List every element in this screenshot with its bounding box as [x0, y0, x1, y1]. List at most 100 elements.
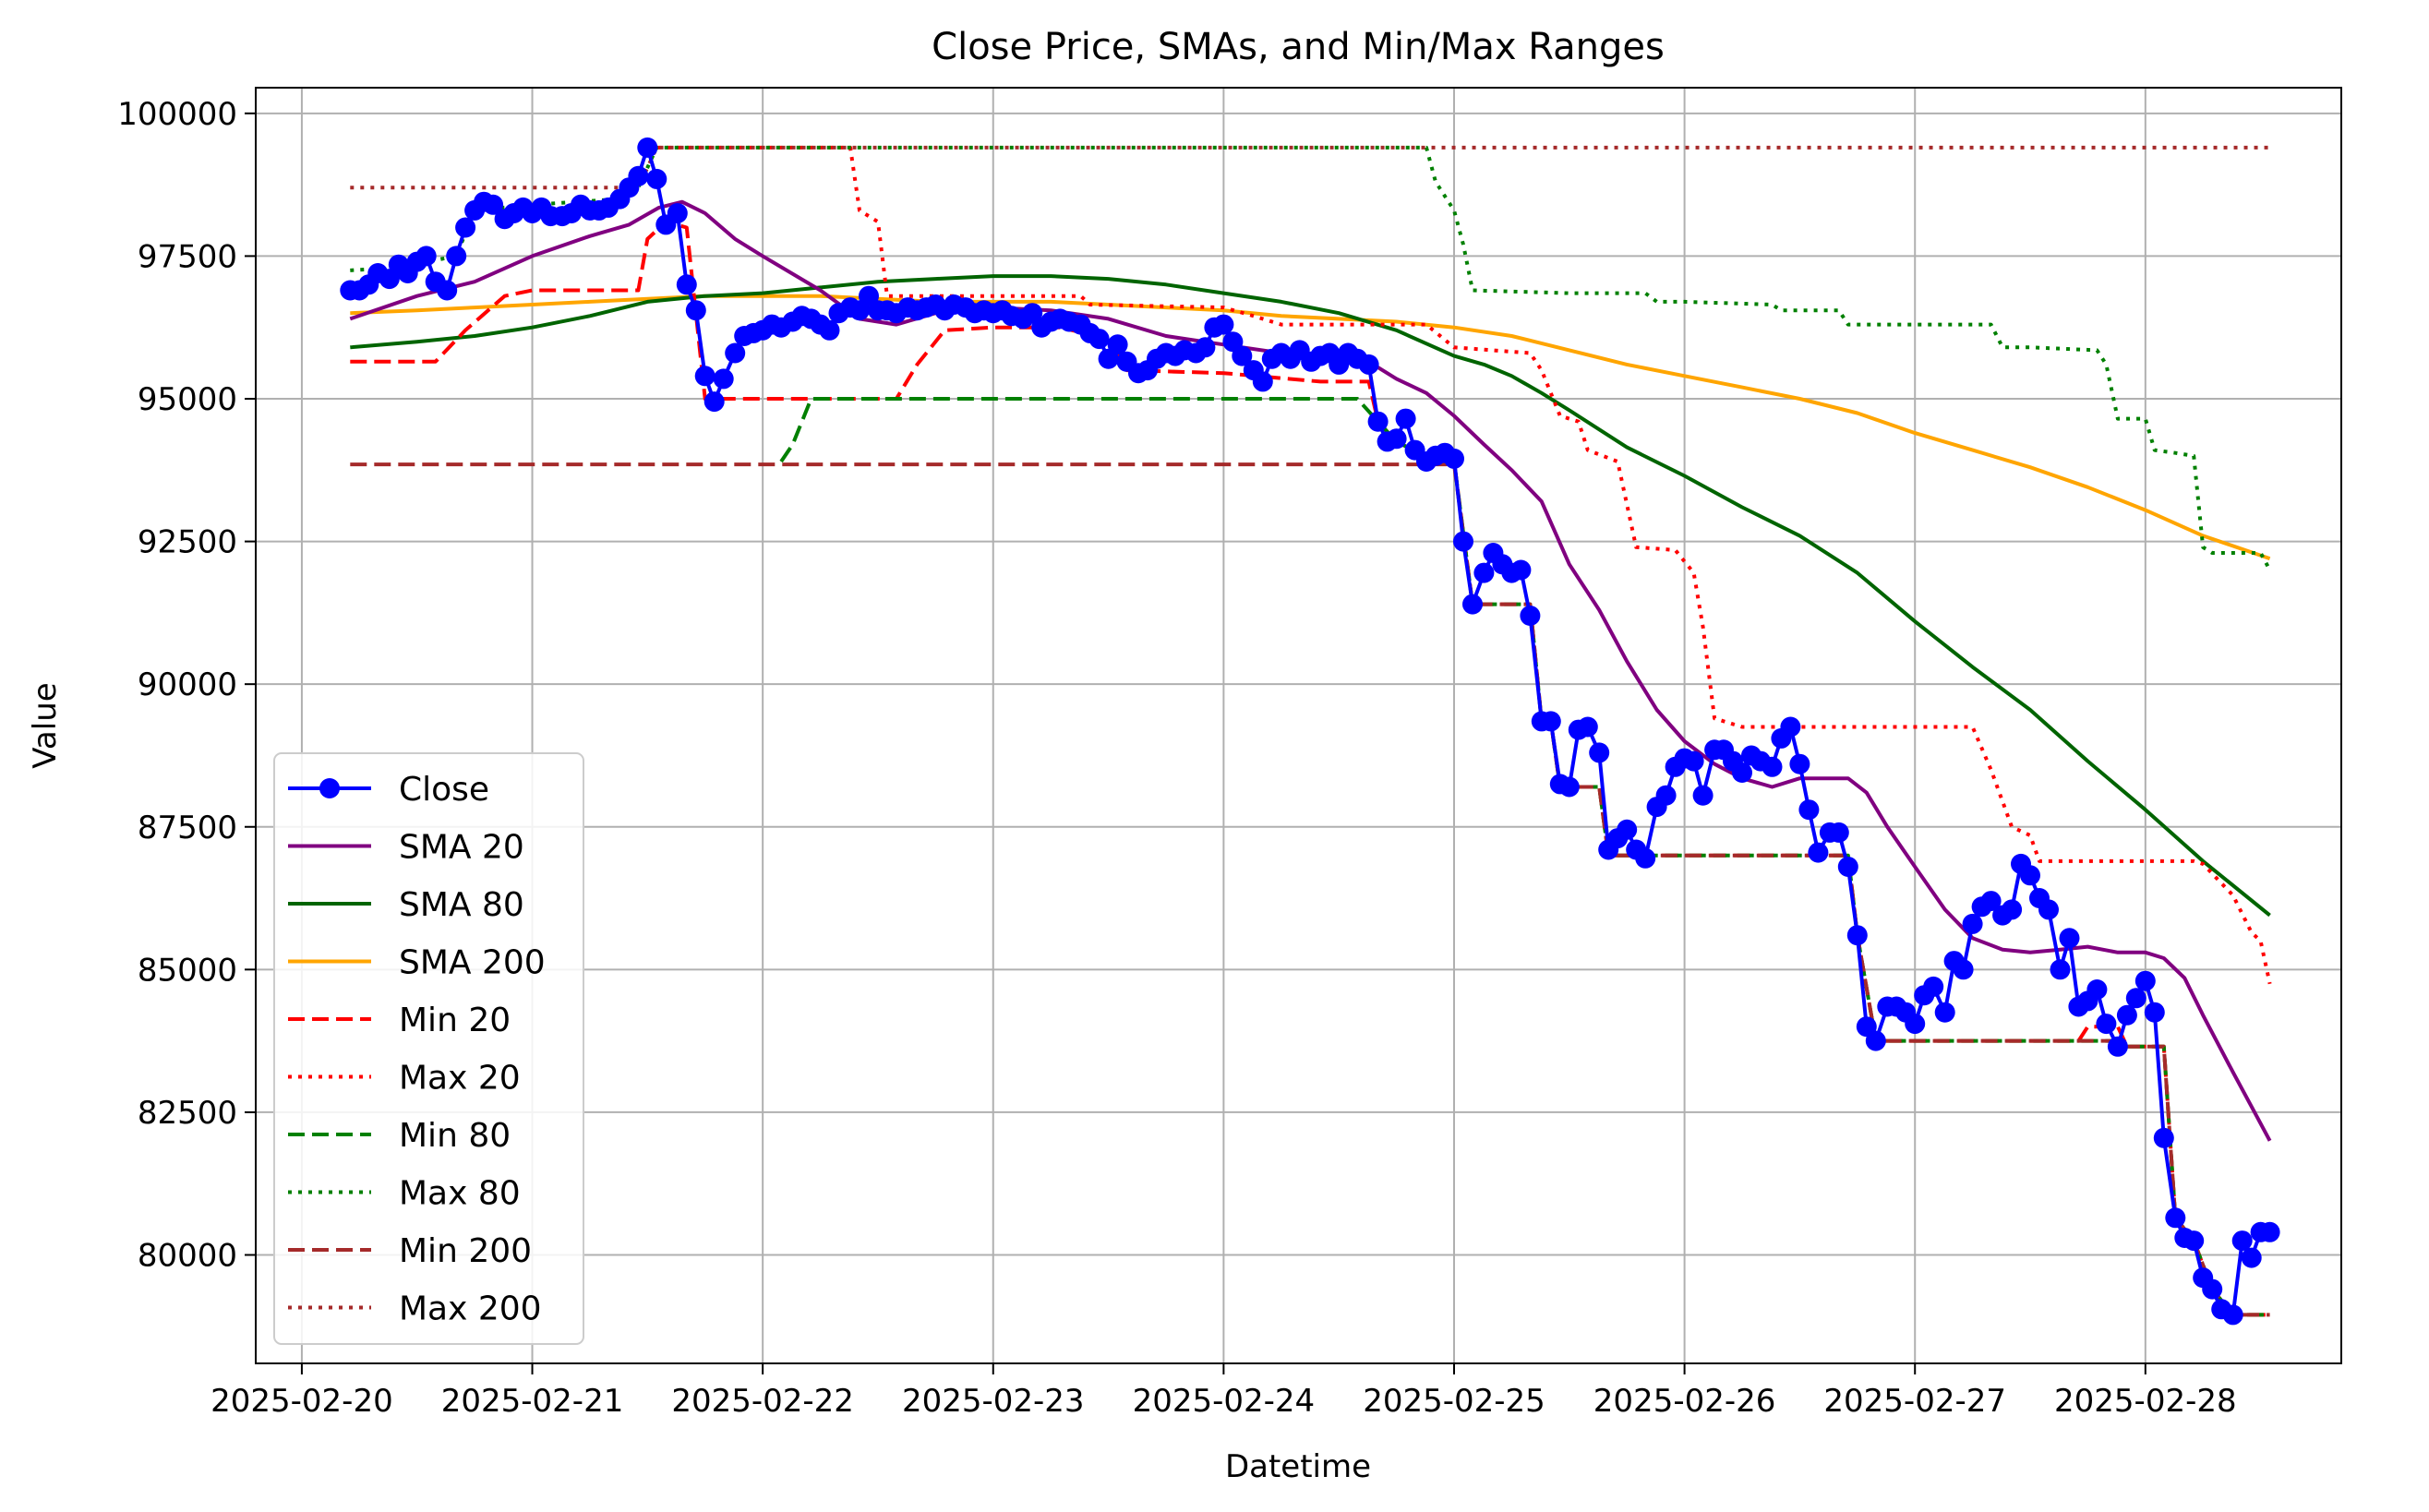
x-tick-label: 2025-02-25 [1363, 1383, 1545, 1420]
series-close-point [1088, 329, 1110, 350]
series-close-point [2096, 1014, 2117, 1035]
series-close-point [2116, 1004, 2137, 1026]
series-close-point [437, 280, 458, 301]
series-close-point [1837, 857, 1858, 877]
legend-label-min-200: Min 200 [399, 1232, 532, 1270]
legend-label-max-80: Max 80 [399, 1175, 521, 1213]
y-tick-label: 82500 [138, 1095, 237, 1132]
series-close-point [667, 203, 688, 223]
tick-layer: 2025-02-20 2025-02-21 2025-02-22 2025-02-23… [117, 96, 2236, 1420]
series-max-200-line [350, 145, 2270, 190]
legend-label-sma-20: SMA 20 [399, 829, 524, 867]
series-close-point [1558, 776, 1580, 798]
series-sma-20-line [349, 199, 2272, 1142]
series-close-point [1473, 562, 1495, 583]
series-close-point [1453, 531, 1473, 552]
series-close-point [1367, 411, 1389, 432]
series-close-point [819, 319, 840, 341]
series-close-point [1692, 785, 1714, 806]
series-close-point [1252, 371, 1273, 392]
series-close-point [685, 300, 706, 321]
series-close-point [2038, 899, 2059, 920]
x-tick-label: 2025-02-20 [210, 1383, 393, 1420]
series-close-point [1798, 799, 1820, 821]
series-close-point [703, 391, 725, 413]
series-close-point [1107, 334, 1128, 355]
series-close-point [725, 342, 746, 364]
legend-label-max-200: Max 200 [399, 1290, 542, 1328]
series-close-point [1962, 913, 1983, 934]
series-close-point [2259, 1221, 2280, 1242]
y-tick-label: 92500 [138, 524, 237, 561]
series-close-point [1905, 1014, 1926, 1035]
series-close-point [2050, 959, 2071, 980]
series-close-point [676, 274, 697, 295]
legend-label-min-20: Min 20 [399, 1002, 511, 1039]
y-tick-label: 90000 [138, 666, 237, 703]
series-close-point [1808, 842, 1829, 863]
series-close-point [1934, 1002, 1955, 1023]
y-axis-label: Value [27, 682, 64, 768]
series-close-point [415, 246, 437, 267]
series-close-point [1980, 891, 2002, 912]
series-close-point [1683, 750, 1704, 772]
series-close-point [1953, 959, 1974, 980]
series-close-point [1732, 762, 1752, 783]
series-close-point [483, 194, 504, 215]
series-close-point [2241, 1247, 2262, 1268]
x-tick-label: 2025-02-24 [1133, 1383, 1316, 1420]
series-close-point [1865, 1030, 1886, 1051]
series-close-point [2134, 970, 2156, 991]
series-close-point [2183, 1230, 2205, 1252]
series-close-point [1386, 428, 1407, 450]
series-close-point [2165, 1207, 2186, 1229]
y-tick-label: 100000 [117, 96, 237, 133]
y-tick-label: 97500 [138, 238, 237, 275]
x-tick-label: 2025-02-23 [902, 1383, 1085, 1420]
series-close-point [1635, 847, 1656, 869]
series-close-point [455, 217, 476, 238]
series-close-point [1540, 711, 1561, 732]
series-layer [340, 137, 2280, 1326]
series-close-point [1444, 448, 1464, 469]
series-close-point [1213, 314, 1234, 335]
series-close-point [2222, 1304, 2243, 1326]
series-close-point [1780, 716, 1801, 738]
series-close-point [713, 368, 734, 390]
series-close-point [2144, 1002, 2165, 1023]
series-close-point [1762, 756, 1783, 777]
series-close-point [637, 137, 658, 158]
legend-box [273, 752, 584, 1345]
series-close-point [1655, 785, 1677, 806]
x-tick-label: 2025-02-26 [1593, 1383, 1776, 1420]
series-close-point [1395, 408, 1416, 429]
series-close-point [1510, 559, 1532, 581]
legend-marker-close [319, 778, 340, 798]
legend: Close SMA 20 SMA 80 SMA 200 Min 20 Max 20 Min … [273, 752, 584, 1345]
series-close-point [694, 366, 715, 387]
legend-label-sma-80: SMA 80 [399, 886, 524, 924]
series-max-80-line [350, 145, 2272, 571]
y-tick-label: 87500 [138, 810, 237, 846]
series-close-point [1923, 976, 1944, 997]
x-axis-label: Datetime [1225, 1448, 1371, 1485]
y-tick-label: 80000 [138, 1238, 237, 1275]
series-close-point [1846, 925, 1868, 946]
legend-label-max-20: Max 20 [399, 1060, 521, 1098]
x-tick-label: 2025-02-21 [441, 1383, 624, 1420]
x-tick-label: 2025-02-27 [1823, 1383, 2006, 1420]
plot-area-frame [255, 87, 2342, 1364]
series-close-point [446, 246, 467, 267]
x-tick-label: 2025-02-28 [2054, 1383, 2237, 1420]
legend-label-close: Close [399, 771, 489, 809]
series-close-point [1617, 819, 1638, 840]
series-close-point [1589, 742, 1610, 763]
series-close-point [2002, 899, 2023, 920]
series-close-point [1789, 753, 1810, 774]
series-close-point [646, 168, 667, 189]
series-close-point [1520, 606, 1541, 626]
series-close-point [2020, 865, 2040, 886]
y-tick-label: 85000 [138, 952, 237, 989]
series-close-point [1462, 594, 1483, 615]
